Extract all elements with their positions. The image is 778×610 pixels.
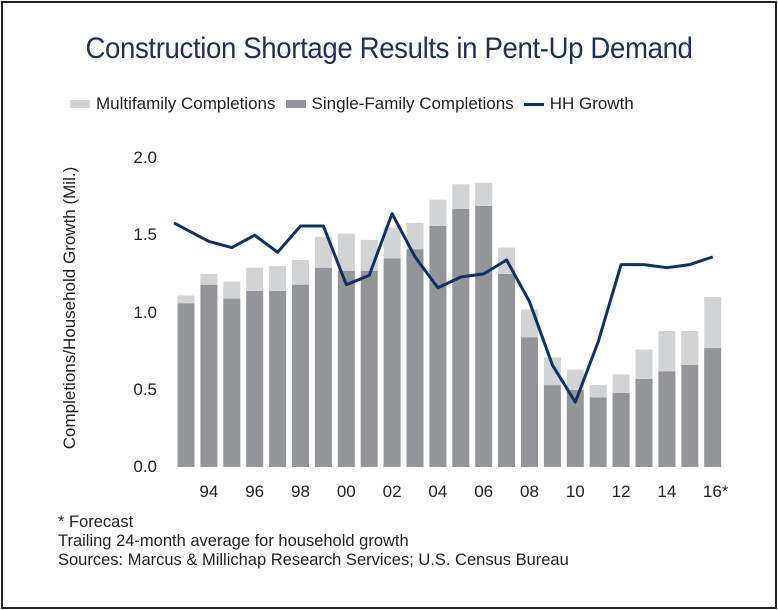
- footnote-forecast: * Forecast: [58, 513, 134, 531]
- bar-single-family: [612, 392, 630, 467]
- bar-single-family: [246, 290, 264, 467]
- legend-item-hh-growth: HH Growth: [523, 94, 634, 114]
- y-tick-label: 1.5: [133, 225, 157, 245]
- bar-multifamily: [223, 281, 241, 299]
- bar-single-family: [566, 389, 584, 467]
- legend-item-multifamily: Multifamily Completions: [70, 94, 276, 114]
- x-tick-label: 08: [520, 482, 539, 501]
- bar-single-family: [475, 205, 493, 467]
- bar-multifamily: [704, 297, 722, 349]
- x-tick-label: 02: [382, 482, 402, 501]
- bar-single-family: [429, 225, 447, 467]
- bar-single-family: [521, 337, 538, 467]
- bar-multifamily: [543, 357, 561, 386]
- bar-multifamily: [429, 199, 447, 226]
- bar-multifamily: [292, 259, 309, 285]
- chart-title: Construction Shortage Results in Pent-Up…: [85, 32, 693, 65]
- bar-multifamily: [177, 295, 195, 304]
- legend-label-single-family: Single-Family Completions: [311, 94, 514, 113]
- footnote-sources: Sources: Marcus & Millichap Research Ser…: [58, 551, 569, 569]
- bar-single-family: [658, 371, 676, 467]
- bar-single-family: [498, 273, 516, 467]
- bar-single-family: [681, 365, 699, 467]
- bar-single-family: [360, 270, 378, 467]
- bar-multifamily: [383, 227, 401, 259]
- y-tick-label: 1.0: [133, 302, 157, 322]
- x-tick-label: 98: [291, 482, 310, 501]
- bar-multifamily: [406, 222, 424, 250]
- footnotes: * Forecast Trailing 24-month average for…: [58, 513, 569, 570]
- bar-multifamily: [337, 233, 355, 271]
- bar-single-family: [292, 284, 309, 467]
- legend-item-single-family: Single-Family Completions: [285, 94, 514, 114]
- bar-multifamily: [475, 182, 493, 206]
- legend-swatch-hh-growth: [523, 102, 544, 106]
- bar-single-family: [337, 270, 355, 467]
- x-tick-label: 96: [245, 482, 265, 501]
- bar-single-family: [704, 348, 722, 467]
- x-tick-label: 14: [657, 482, 677, 501]
- y-tick-label: 0.0: [133, 457, 157, 476]
- bar-multifamily: [200, 273, 218, 285]
- footnote-trailing-average: Trailing 24-month average for household …: [58, 532, 409, 550]
- x-tick-label: 16*: [702, 482, 729, 501]
- line-hh-growth: [173, 212, 714, 404]
- bar-multifamily: [452, 184, 470, 209]
- bar-multifamily: [314, 236, 332, 268]
- bar-multifamily: [269, 266, 287, 291]
- legend-label-multifamily: Multifamily Completions: [96, 94, 276, 113]
- x-tick-label: 06: [474, 482, 494, 501]
- y-tick-label: 0.5: [133, 379, 157, 399]
- bar-single-family: [452, 208, 470, 468]
- bar-single-family: [223, 298, 241, 467]
- bar-single-family: [177, 303, 195, 467]
- bar-single-family: [589, 397, 607, 467]
- x-tick-label: 10: [565, 482, 585, 501]
- legend-label-hh-growth: HH Growth: [549, 94, 634, 113]
- legend: Multifamily Completions Single-Family Co…: [70, 94, 644, 114]
- bar-multifamily: [521, 309, 538, 338]
- bar-multifamily: [681, 331, 699, 366]
- x-tick-label: 00: [336, 482, 356, 501]
- legend-swatch-multifamily: [70, 100, 90, 108]
- x-tick-label: 94: [199, 482, 219, 501]
- bar-multifamily: [635, 349, 653, 379]
- bar-single-family: [314, 267, 332, 467]
- bar-multifamily: [658, 331, 676, 372]
- x-tick-label: 04: [428, 482, 448, 501]
- bar-single-family: [200, 284, 218, 467]
- bar-single-family: [406, 249, 424, 467]
- bar-single-family: [269, 290, 287, 467]
- bar-single-family: [383, 258, 401, 467]
- bar-single-family: [543, 385, 561, 467]
- bar-multifamily: [589, 385, 607, 398]
- legend-swatch-single-family: [285, 100, 306, 108]
- x-tick-label: 12: [611, 482, 631, 501]
- y-tick-label: 2.0: [133, 148, 157, 167]
- bar-multifamily: [566, 369, 584, 390]
- bar-single-family: [635, 378, 653, 467]
- bar-multifamily: [246, 267, 264, 291]
- bar-multifamily: [612, 374, 630, 393]
